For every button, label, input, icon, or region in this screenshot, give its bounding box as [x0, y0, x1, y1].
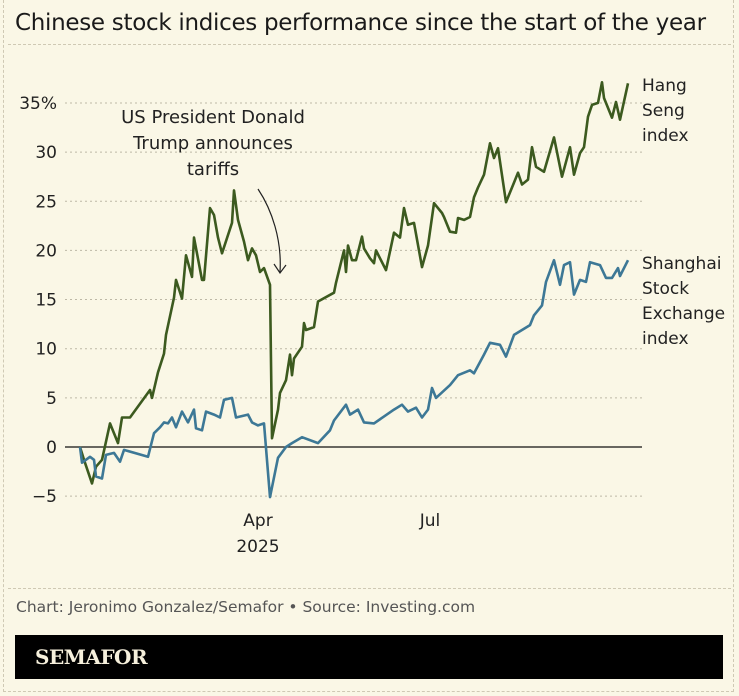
y-tick-label: 5	[46, 389, 57, 409]
shanghai-line	[78, 258, 630, 499]
gridlines	[65, 102, 642, 497]
brand-bar: SEMAFOR	[15, 635, 723, 679]
y-tick-label: 35%	[19, 94, 57, 114]
footer-divider	[8, 588, 731, 589]
title-divider	[8, 44, 731, 45]
shanghai-label: Stock	[642, 279, 689, 299]
annotation-text: tariffs	[187, 159, 239, 180]
semafor-logo: SEMAFOR	[35, 645, 148, 669]
y-tick-label: 30	[35, 143, 57, 163]
y-tick-label: −5	[32, 487, 57, 507]
x-tick-label: Jul	[419, 511, 441, 531]
x-axis-ticks: Apr 2025 Jul	[236, 511, 440, 557]
shanghai-label: index	[642, 329, 689, 349]
y-tick-label: 10	[35, 340, 57, 360]
annotation-arrow	[257, 188, 281, 273]
y-tick-label: 0	[46, 438, 57, 458]
y-axis-ticks: −5 0 5 10 15 20 25 30 35%	[19, 94, 57, 507]
chart-frame	[3, 0, 734, 692]
series-labels: Hang Seng index Shanghai Stock Exchange index	[642, 76, 725, 349]
hang-seng-label: Hang	[642, 76, 687, 96]
y-tick-label: 20	[35, 241, 57, 261]
y-tick-label: 25	[35, 192, 57, 212]
annotation-text: Trump announces	[132, 133, 293, 154]
series-lines	[78, 81, 630, 499]
tariff-annotation: US President Donald Trump announces tariff…	[121, 107, 305, 275]
source-credit: Chart: Jeronimo Gonzalez/Semafor • Sourc…	[16, 598, 476, 616]
annotation-text: US President Donald	[121, 107, 305, 128]
arrowhead-icon	[273, 263, 287, 275]
shanghai-label: Shanghai	[642, 254, 721, 274]
shanghai-label: Exchange	[642, 304, 725, 324]
hang-seng-label: Seng	[642, 101, 685, 121]
hang-seng-line	[78, 81, 630, 485]
hang-seng-label: index	[642, 126, 689, 146]
y-tick-label: 15	[35, 291, 57, 311]
x-tick-label: Apr	[243, 511, 272, 531]
chart-title: Chinese stock indices performance since …	[15, 10, 706, 36]
x-tick-sublabel: 2025	[236, 537, 279, 557]
